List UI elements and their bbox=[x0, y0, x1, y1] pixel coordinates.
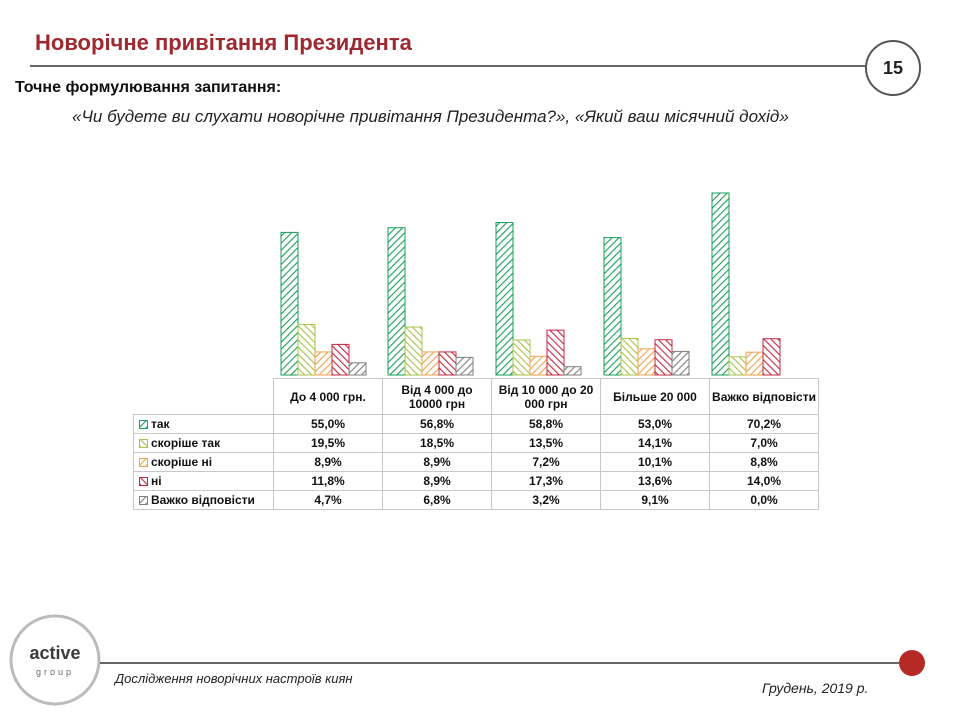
legend-cell: скоріше так bbox=[133, 433, 274, 453]
category-label: Більше 20 000 bbox=[600, 378, 710, 415]
bar bbox=[728, 356, 747, 376]
value-cell: 7,2% bbox=[491, 452, 601, 472]
value-cell: 17,3% bbox=[491, 471, 601, 491]
table-row: Важко відповісти 4,7% 6,8% 3,2% 9,1% 0,0% bbox=[133, 490, 819, 510]
bar bbox=[421, 351, 440, 376]
logo: active bbox=[29, 643, 80, 663]
category-label: Від 10 000 до 20 000 грн bbox=[491, 378, 601, 415]
value-cell: 53,0% bbox=[600, 414, 710, 434]
legend-swatch bbox=[139, 439, 148, 448]
bar bbox=[711, 192, 730, 376]
table-row: ні 11,8% 8,9% 17,3% 13,6% 14,0% bbox=[133, 471, 819, 491]
page-number: 15 bbox=[883, 58, 903, 78]
value-cell: 4,7% bbox=[273, 490, 383, 510]
value-cell: 0,0% bbox=[709, 490, 819, 510]
value-cell: 18,5% bbox=[382, 433, 492, 453]
chart bbox=[280, 192, 781, 376]
value-cell: 55,0% bbox=[273, 414, 383, 434]
bar bbox=[529, 355, 548, 376]
legend-label: так bbox=[151, 417, 170, 431]
bar bbox=[745, 351, 764, 376]
value-cell: 7,0% bbox=[709, 433, 819, 453]
bar bbox=[495, 222, 514, 376]
legend-label: Важко відповісти bbox=[151, 493, 255, 507]
value-cell: 6,8% bbox=[382, 490, 492, 510]
value-cell: 10,1% bbox=[600, 452, 710, 472]
value-cell: 8,9% bbox=[382, 471, 492, 491]
value-cell: 14,1% bbox=[600, 433, 710, 453]
value-cell: 13,6% bbox=[600, 471, 710, 491]
category-label: До 4 000 грн. bbox=[273, 378, 383, 415]
legend-cell: Важко відповісти bbox=[133, 490, 274, 510]
bar bbox=[603, 237, 622, 376]
table-row: так 55,0% 56,8% 58,8% 53,0% 70,2% bbox=[133, 414, 819, 434]
legend-swatch bbox=[139, 420, 148, 429]
bar bbox=[671, 350, 690, 376]
legend-swatch bbox=[139, 458, 148, 467]
question-label: Точне формулювання запитання: bbox=[15, 79, 282, 96]
table-row: скоріше ні 8,9% 8,9% 7,2% 10,1% 8,8% bbox=[133, 452, 819, 472]
bar bbox=[546, 329, 565, 376]
value-cell: 14,0% bbox=[709, 471, 819, 491]
bar bbox=[348, 362, 367, 376]
bar bbox=[404, 326, 423, 376]
bar bbox=[387, 227, 406, 376]
corner bbox=[134, 379, 274, 415]
legend-label: скоріше ні bbox=[151, 455, 213, 469]
table-row: скоріше так 19,5% 18,5% 13,5% 14,1% 7,0% bbox=[133, 433, 819, 453]
bar bbox=[331, 343, 350, 376]
header-row: До 4 000 грн. Від 4 000 до 10000 грн Від 1… bbox=[134, 378, 819, 415]
date: Грудень, 2019 р. bbox=[762, 680, 869, 696]
legend-cell: ні bbox=[133, 471, 274, 491]
value-cell: 19,5% bbox=[273, 433, 383, 453]
value-cell: 58,8% bbox=[491, 414, 601, 434]
value-cell: 70,2% bbox=[709, 414, 819, 434]
bar bbox=[438, 351, 457, 376]
bar bbox=[314, 351, 333, 376]
value-cell: 8,9% bbox=[273, 452, 383, 472]
value-cell: 11,8% bbox=[273, 471, 383, 491]
legend-cell: так bbox=[133, 414, 274, 434]
bar bbox=[297, 323, 316, 376]
question: «Чи будете ви слухати новорічне привітан… bbox=[72, 107, 789, 126]
logo-sub: group bbox=[36, 667, 74, 677]
bar bbox=[620, 337, 639, 376]
legend-cell: скоріше ні bbox=[133, 452, 274, 472]
study-name: Дослідження новорічних настроїв киян bbox=[115, 671, 353, 686]
bar bbox=[512, 339, 531, 376]
bar bbox=[654, 339, 673, 376]
category-label: Від 4 000 до 10000 грн bbox=[382, 378, 492, 415]
value-cell: 3,2% bbox=[491, 490, 601, 510]
bar bbox=[280, 231, 299, 376]
legend-label: скоріше так bbox=[151, 436, 221, 450]
category-label: Важко відповісти bbox=[709, 378, 819, 415]
value-cell: 13,5% bbox=[491, 433, 601, 453]
bar bbox=[762, 338, 781, 376]
value-cell: 8,9% bbox=[382, 452, 492, 472]
legend-label: ні bbox=[151, 474, 162, 488]
legend-swatch bbox=[139, 477, 148, 486]
value-cell: 56,8% bbox=[382, 414, 492, 434]
bar bbox=[455, 356, 474, 376]
slide-title: Новорічне привітання Президента bbox=[35, 30, 412, 55]
data-table: До 4 000 грн. Від 4 000 до 10000 грн Від 1… bbox=[133, 378, 819, 510]
value-cell: 8,8% bbox=[709, 452, 819, 472]
value-cell: 9,1% bbox=[600, 490, 710, 510]
legend-swatch bbox=[139, 496, 148, 505]
bar bbox=[563, 366, 582, 376]
bar bbox=[637, 348, 656, 376]
